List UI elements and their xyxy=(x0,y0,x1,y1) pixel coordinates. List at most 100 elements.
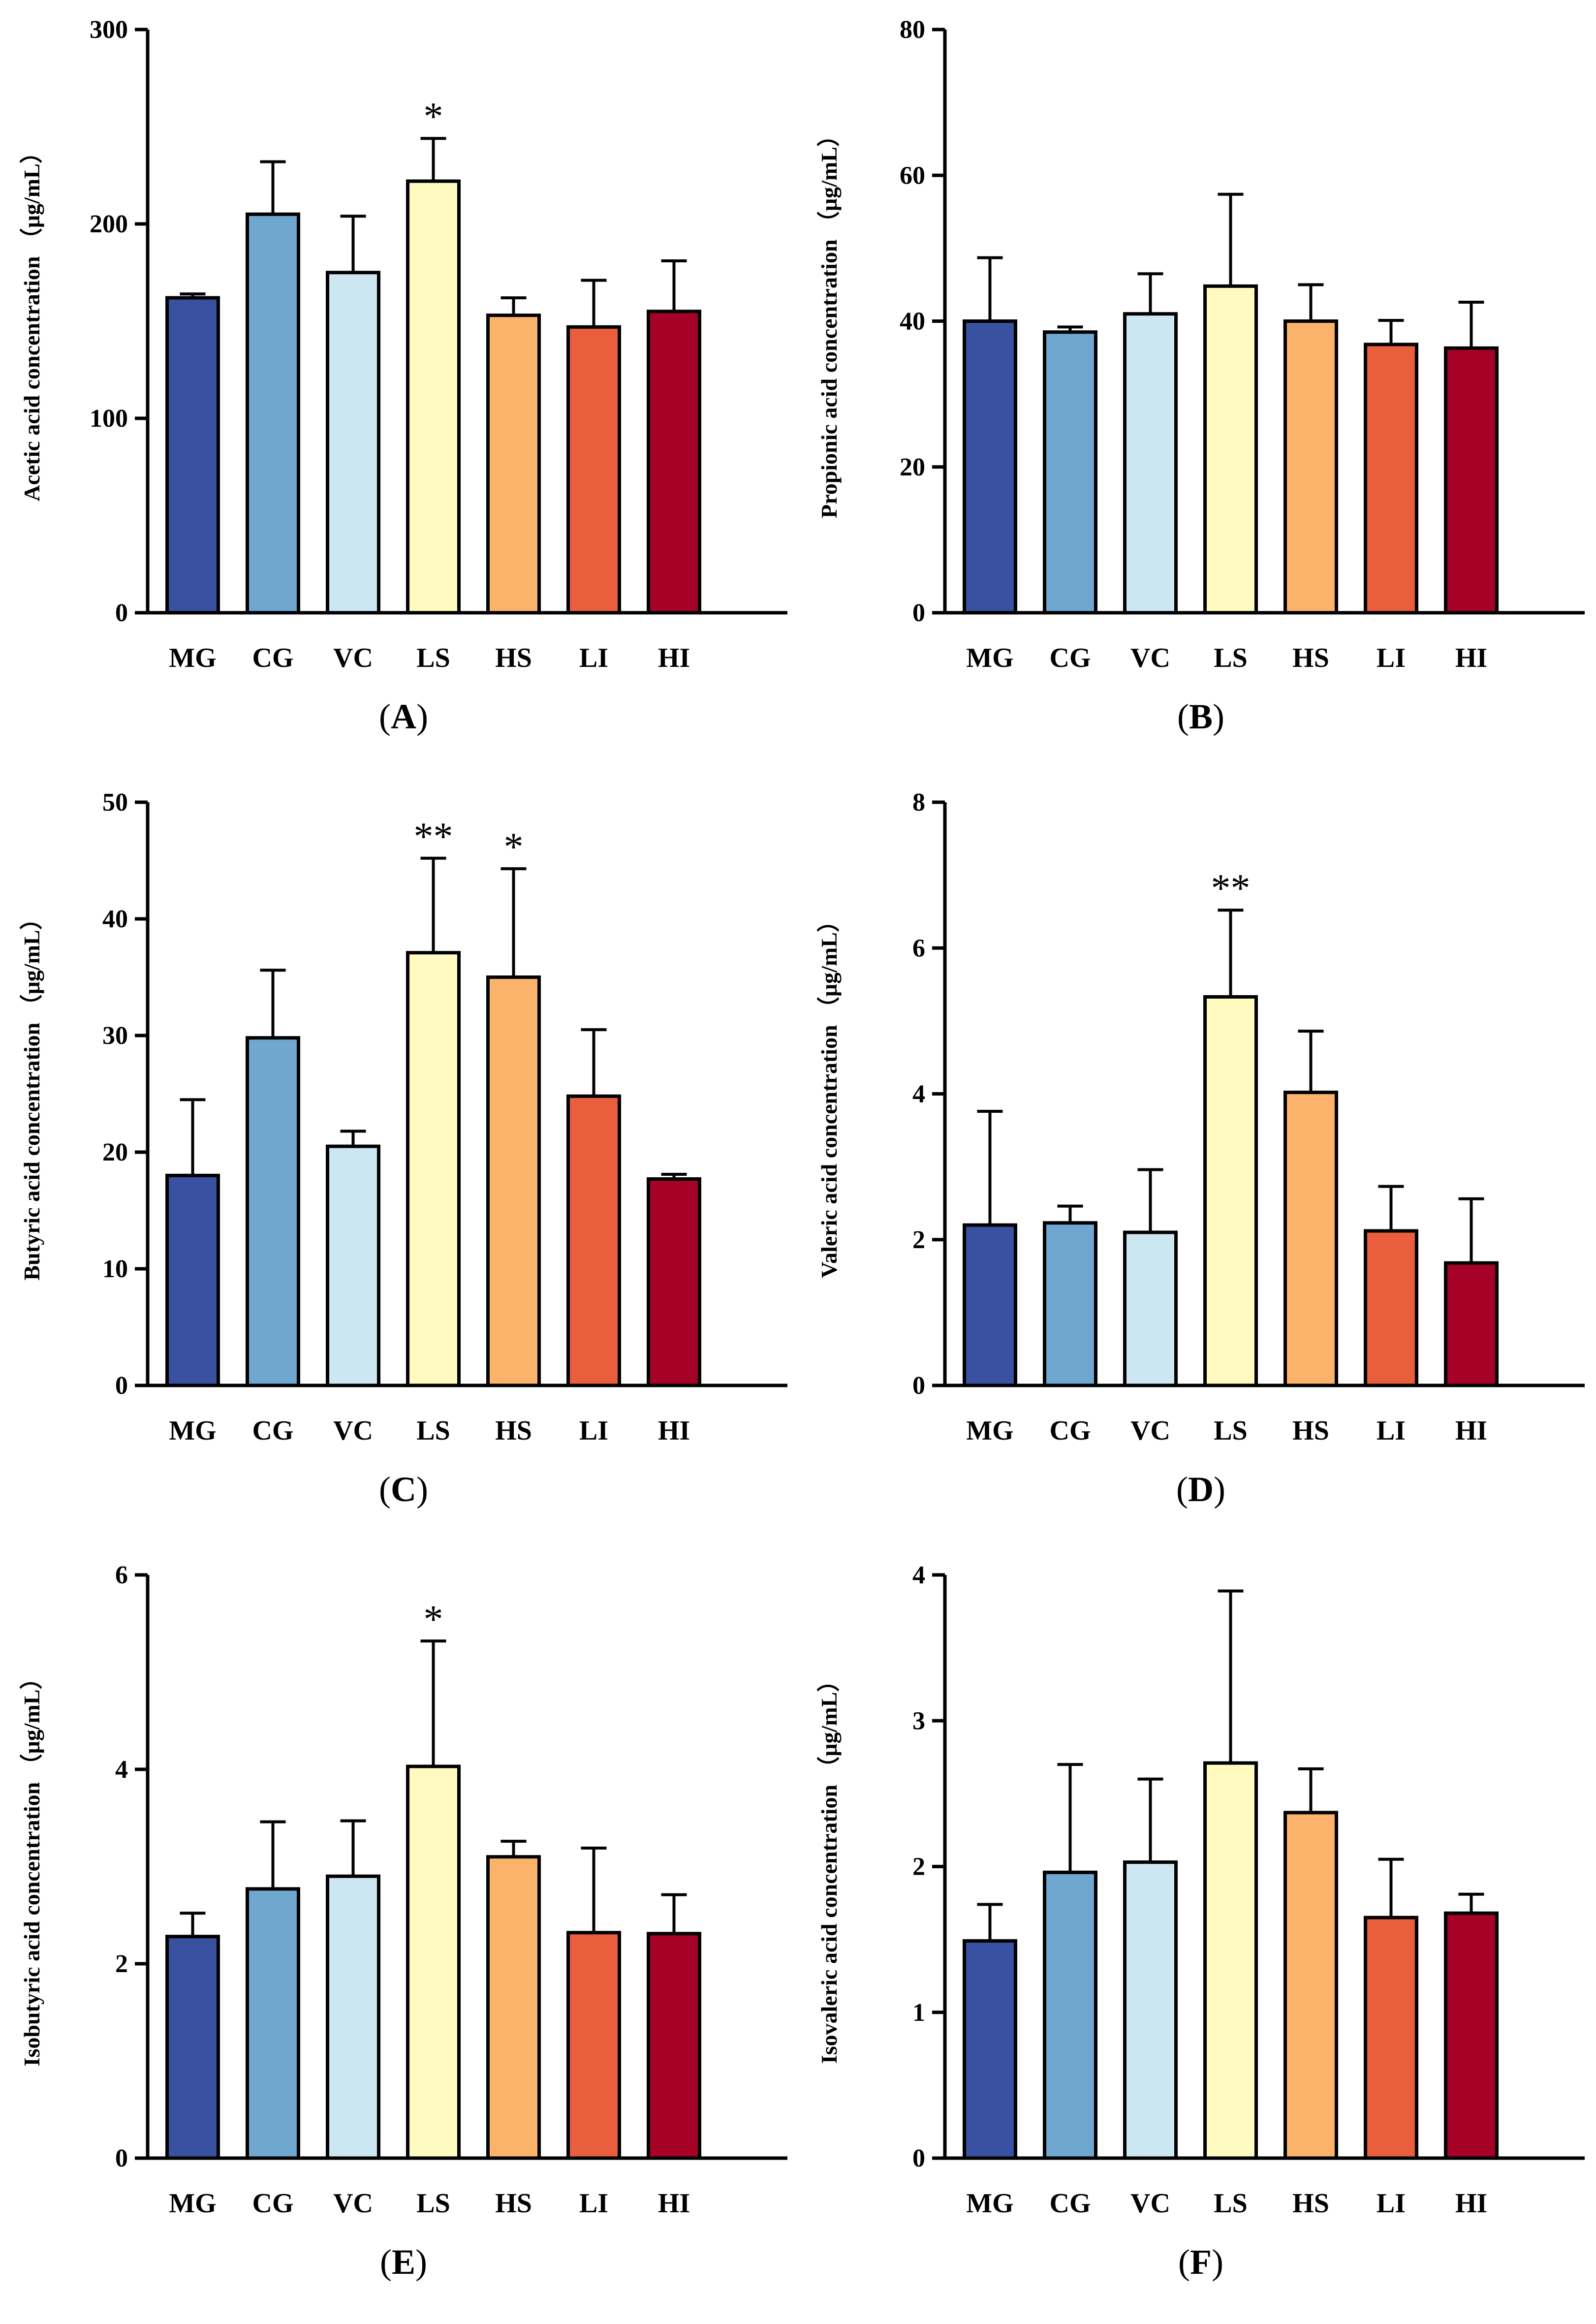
y-tick-label: 3 xyxy=(912,1707,925,1735)
y-tick-label: 200 xyxy=(90,210,128,238)
x-tick-label: CG xyxy=(252,643,294,673)
bar-vc xyxy=(1123,312,1178,615)
x-tick-label: HS xyxy=(495,2188,532,2219)
x-tick-label: CG xyxy=(1050,1415,1091,1446)
x-tick-label: HS xyxy=(495,1415,532,1446)
bar-vc xyxy=(1123,1860,1178,2160)
x-tick-label: HI xyxy=(658,643,690,673)
y-tick-label: 10 xyxy=(102,1255,128,1283)
bar-chart-f: Isovaleric acid concentration （μg/mL） 0 1 2… xyxy=(816,1561,1585,2219)
y-tick-label: 1 xyxy=(912,1999,925,2027)
y-tick-label: 0 xyxy=(115,599,128,627)
x-tick-label: VC xyxy=(333,2188,373,2219)
bar-li xyxy=(566,1094,621,1387)
y-tick-label: 80 xyxy=(900,16,925,44)
y-tick-label: 8 xyxy=(912,788,925,817)
x-tick-label: HS xyxy=(495,643,532,673)
x-tick-label: HI xyxy=(658,2188,690,2219)
x-tick-label: LI xyxy=(579,1415,608,1446)
bar-vc xyxy=(1123,1230,1178,1387)
bar-hi xyxy=(647,1932,701,2160)
y-tick-label: 0 xyxy=(912,599,925,627)
panel-label: (C) xyxy=(379,1470,428,1509)
x-tick-label: CG xyxy=(252,2188,294,2219)
bar-mg xyxy=(963,1939,1017,2160)
bar-cg xyxy=(1043,1870,1097,2160)
x-tick-label: VC xyxy=(333,643,373,673)
x-tick-label: LI xyxy=(1377,2188,1406,2219)
x-tick-label: HI xyxy=(1455,1415,1487,1446)
x-tick-label: LI xyxy=(579,2188,608,2219)
bar-vc xyxy=(326,1874,380,2160)
y-axis-label: Acetic acid concentration （μg/mL） xyxy=(19,141,44,502)
panel-label: (A) xyxy=(379,697,428,736)
bar-mg xyxy=(963,319,1017,615)
x-tick-label: LS xyxy=(416,1415,450,1446)
bar-hs xyxy=(1283,1811,1338,2160)
y-tick-label: 2 xyxy=(115,1950,128,1978)
y-tick-label: 0 xyxy=(912,1372,925,1400)
bar-chart-a: Acetic acid concentration （μg/mL） 0 100 200… xyxy=(19,16,787,673)
x-tick-label: MG xyxy=(169,2188,216,2219)
y-tick-label: 50 xyxy=(102,788,128,817)
y-tick-label: 0 xyxy=(115,2144,128,2172)
bar-chart-e: Isobutyric acid concentration （μg/mL） 0 2 4… xyxy=(19,1561,787,2219)
bar-cg xyxy=(1043,330,1097,615)
bar-hs xyxy=(486,314,541,615)
y-tick-label: 20 xyxy=(900,453,925,481)
bar-ls xyxy=(1203,284,1258,615)
y-tick-label: 0 xyxy=(115,1372,128,1400)
bar-li xyxy=(566,325,621,615)
bar-cg xyxy=(246,1036,300,1387)
bar-ls xyxy=(406,951,461,1387)
panel-label: (F) xyxy=(1178,2242,1223,2282)
bar-ls xyxy=(406,179,461,615)
bar-vc xyxy=(326,1144,380,1387)
x-tick-label: HS xyxy=(1292,643,1329,673)
y-axis-label: Propionic acid concentration （μg/mL） xyxy=(816,124,842,518)
bar-hi xyxy=(647,310,701,615)
bar-chart-c: Butyric acid concentration （μg/mL） 0 10 20 3… xyxy=(19,788,787,1446)
bar-hs xyxy=(1283,319,1338,615)
significance-marker: * xyxy=(424,95,443,138)
bar-mg xyxy=(165,1173,220,1387)
y-tick-label: 6 xyxy=(115,1561,128,1589)
bar-hs xyxy=(486,1855,541,2160)
x-tick-label: HS xyxy=(1292,1415,1329,1446)
y-tick-label: 20 xyxy=(102,1138,128,1166)
chart-panel-f: Isovaleric acid concentration （μg/mL） 0 1 2… xyxy=(807,1555,1595,2323)
y-tick-label: 2 xyxy=(912,1853,925,1881)
x-tick-label: VC xyxy=(1130,1415,1170,1446)
y-tick-label: 40 xyxy=(102,905,128,933)
y-axis-label: Isovaleric acid concentration （μg/mL） xyxy=(816,1669,842,2064)
y-axis-label: Isobutyric acid concentration （μg/mL） xyxy=(19,1667,44,2067)
bar-hs xyxy=(486,975,541,1387)
x-tick-label: MG xyxy=(966,2188,1013,2219)
x-tick-label: VC xyxy=(333,1415,373,1446)
bar-chart-d: Valeric acid concentration （μg/mL） 0 2 4 6 8 M… xyxy=(816,788,1585,1446)
x-tick-label: HI xyxy=(658,1415,690,1446)
panel-label: (E) xyxy=(380,2242,427,2282)
bar-hi xyxy=(1444,1911,1499,2160)
x-tick-label: LS xyxy=(416,643,450,673)
chart-panel-a: Acetic acid concentration （μg/mL） 0 100 200… xyxy=(10,10,797,778)
y-axis-label: Butyric acid concentration （μg/mL） xyxy=(19,907,44,1280)
y-tick-label: 30 xyxy=(102,1022,128,1050)
x-tick-label: HS xyxy=(1292,2188,1329,2219)
bar-hi xyxy=(1444,1261,1499,1387)
x-tick-label: MG xyxy=(966,643,1013,673)
bar-li xyxy=(566,1931,621,2160)
x-tick-label: VC xyxy=(1130,643,1170,673)
x-tick-label: MG xyxy=(169,643,216,673)
panel-label: (B) xyxy=(1177,697,1224,736)
x-tick-label: LS xyxy=(1214,1415,1248,1446)
y-tick-label: 100 xyxy=(90,405,128,433)
bar-ls xyxy=(1203,1761,1258,2160)
chart-panel-c: Butyric acid concentration （μg/mL） 0 10 20 3… xyxy=(10,783,797,1550)
significance-marker: * xyxy=(424,1598,443,1641)
bar-cg xyxy=(246,212,300,615)
bar-cg xyxy=(1043,1221,1097,1387)
x-tick-label: CG xyxy=(1050,643,1091,673)
y-tick-label: 300 xyxy=(90,16,128,44)
bar-mg xyxy=(963,1223,1017,1387)
